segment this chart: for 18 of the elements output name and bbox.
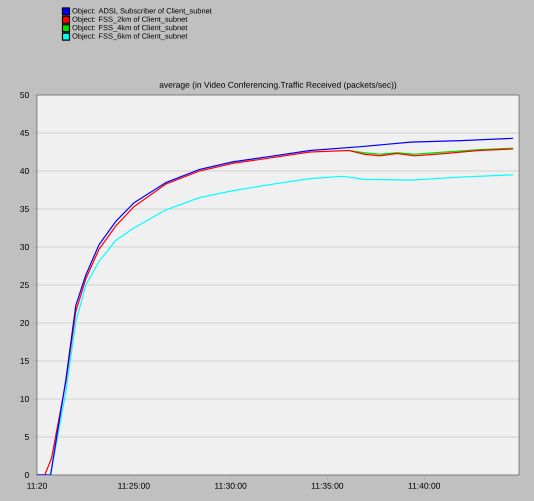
x-tick-label: 11:40:00 [408, 482, 440, 489]
line-series [348, 148, 514, 155]
x-tick-label: 11:20 [27, 482, 47, 489]
y-tick-label: 30 [20, 244, 29, 250]
y-tick-label: 20 [20, 320, 29, 326]
y-tick-label: 25 [20, 282, 29, 288]
y-tick-label: 5 [24, 434, 29, 440]
y-tick-label: 10 [20, 396, 29, 402]
y-tick-label: 45 [20, 130, 29, 136]
y-tick-label: 50 [20, 92, 29, 98]
y-tick-label: 0 [24, 472, 29, 478]
y-tick-label: 15 [20, 358, 29, 364]
x-tick-label: 11:25:00 [118, 482, 150, 489]
chart-title: average (in Video Conferencing.Traffic Received (packets/sec)) [160, 82, 396, 90]
x-tick-label: 11:30:00 [215, 482, 246, 489]
y-tick-label: 35 [20, 206, 29, 212]
y-tick-label: 40 [20, 168, 29, 174]
x-tick-label: 11:35:00 [312, 482, 344, 489]
